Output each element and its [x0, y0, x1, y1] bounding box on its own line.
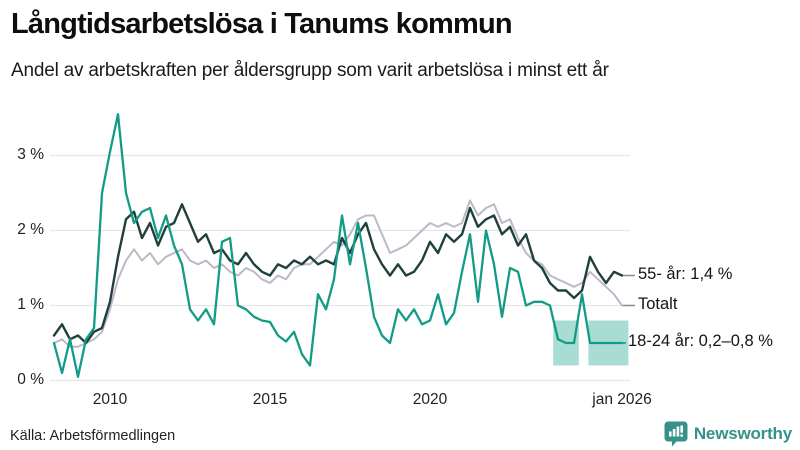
y-axis-tick-label: 0 %: [17, 370, 44, 388]
source-attribution: Källa: Arbetsförmedlingen: [10, 428, 176, 444]
y-axis-tick-label: 1 %: [17, 295, 44, 313]
x-axis-tick-label: 2020: [412, 391, 448, 408]
y-axis-tick-label: 3 %: [17, 145, 44, 163]
chart-subtitle: Andel av arbetskraften per åldersgrupp s…: [11, 60, 609, 81]
x-axis-tick-label: jan 2026: [592, 391, 652, 408]
brand-name: Newsworthy: [693, 424, 792, 443]
brand-footer: Newsworthy: [664, 421, 792, 447]
x-axis-tick-label: 2015: [252, 391, 288, 408]
chart-title: Långtidsarbetslösa i Tanums kommun: [11, 8, 513, 40]
newsworthy-logo-icon: [664, 421, 688, 447]
y-axis-tick-label: 2 %: [17, 220, 44, 238]
series-label-55-ar: 55- år: 1,4 %: [638, 264, 733, 283]
series-label-totalt: Totalt: [638, 294, 678, 313]
series-label-18-24-ar: 18-24 år: 0,2–0,8 %: [628, 332, 773, 350]
x-axis-tick-label: 2010: [92, 391, 128, 408]
